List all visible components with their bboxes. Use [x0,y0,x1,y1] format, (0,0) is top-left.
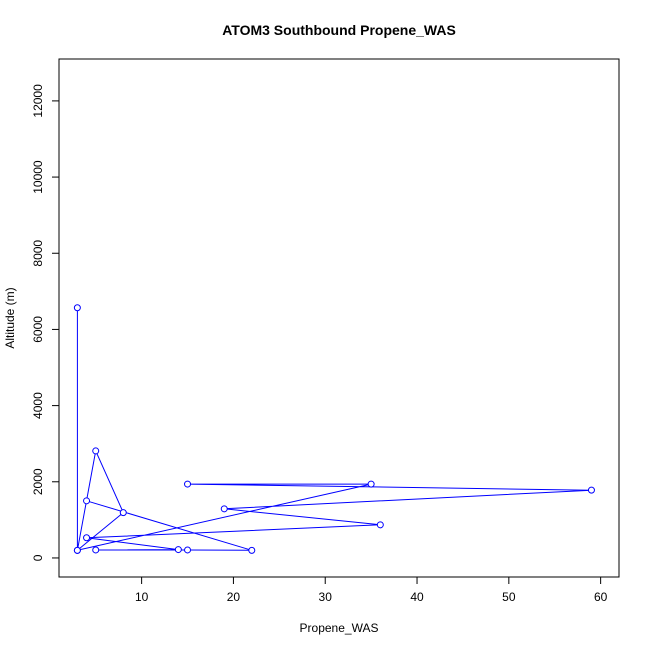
x-tick-label: 20 [227,590,241,604]
data-point [119,509,127,517]
data-point [367,480,375,488]
x-tick-label: 40 [410,590,424,604]
data-point [376,521,384,529]
x-tick-label: 60 [594,590,608,604]
data-point [248,546,256,554]
data-point [83,534,91,542]
x-tick-label: 50 [502,590,516,604]
y-tick-label: 6000 [31,316,45,343]
x-tick-label: 10 [135,590,149,604]
y-axis-label: Altitude (m) [3,287,17,348]
y-tick-label: 10000 [31,160,45,194]
data-point [92,546,100,554]
data-point [220,505,228,513]
data-point [73,546,81,554]
series-line [76,307,592,551]
y-tick-label: 2000 [31,468,45,495]
data-point [73,304,81,312]
data-point [587,486,595,494]
y-tick-label: 4000 [31,392,45,419]
data-point [184,546,192,554]
x-axis: 10 20 30 40 50 60 [135,576,608,604]
data-point [92,447,100,455]
data-point [83,497,91,505]
chart-title: ATOM3 Southbound Propene_WAS [222,22,456,38]
plot-frame [58,58,620,578]
x-axis-label: Propene_WAS [300,621,379,635]
series-propene-was [73,304,595,554]
data-point [174,546,182,554]
data-point [184,480,192,488]
y-tick-label: 12000 [31,84,45,118]
y-tick-label: 0 [31,554,45,561]
y-tick-label: 8000 [31,240,45,267]
x-tick-label: 30 [319,590,333,604]
y-axis: 0 2000 4000 6000 8000 10000 12000 [31,84,60,561]
